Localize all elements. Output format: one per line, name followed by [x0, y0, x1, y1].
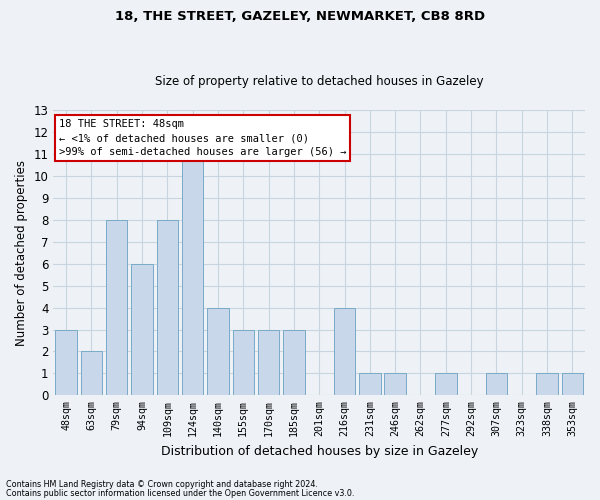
Text: 18 THE STREET: 48sqm
← <1% of detached houses are smaller (0)
>99% of semi-detac: 18 THE STREET: 48sqm ← <1% of detached h…	[59, 119, 346, 157]
Text: Contains HM Land Registry data © Crown copyright and database right 2024.: Contains HM Land Registry data © Crown c…	[6, 480, 318, 489]
Text: Contains public sector information licensed under the Open Government Licence v3: Contains public sector information licen…	[6, 488, 355, 498]
Y-axis label: Number of detached properties: Number of detached properties	[15, 160, 28, 346]
Bar	[233, 330, 254, 396]
Bar	[182, 154, 203, 396]
Bar	[207, 308, 229, 396]
Bar	[435, 374, 457, 396]
Bar	[55, 330, 77, 396]
Bar	[385, 374, 406, 396]
Bar	[131, 264, 153, 396]
Bar	[485, 374, 507, 396]
Bar	[562, 374, 583, 396]
Title: Size of property relative to detached houses in Gazeley: Size of property relative to detached ho…	[155, 76, 484, 88]
Bar	[80, 352, 102, 396]
Bar	[536, 374, 558, 396]
Text: 18, THE STREET, GAZELEY, NEWMARKET, CB8 8RD: 18, THE STREET, GAZELEY, NEWMARKET, CB8 …	[115, 10, 485, 23]
Bar	[258, 330, 280, 396]
Bar	[283, 330, 305, 396]
Bar	[334, 308, 355, 396]
Bar	[106, 220, 127, 396]
Bar	[359, 374, 380, 396]
Bar	[157, 220, 178, 396]
X-axis label: Distribution of detached houses by size in Gazeley: Distribution of detached houses by size …	[161, 444, 478, 458]
